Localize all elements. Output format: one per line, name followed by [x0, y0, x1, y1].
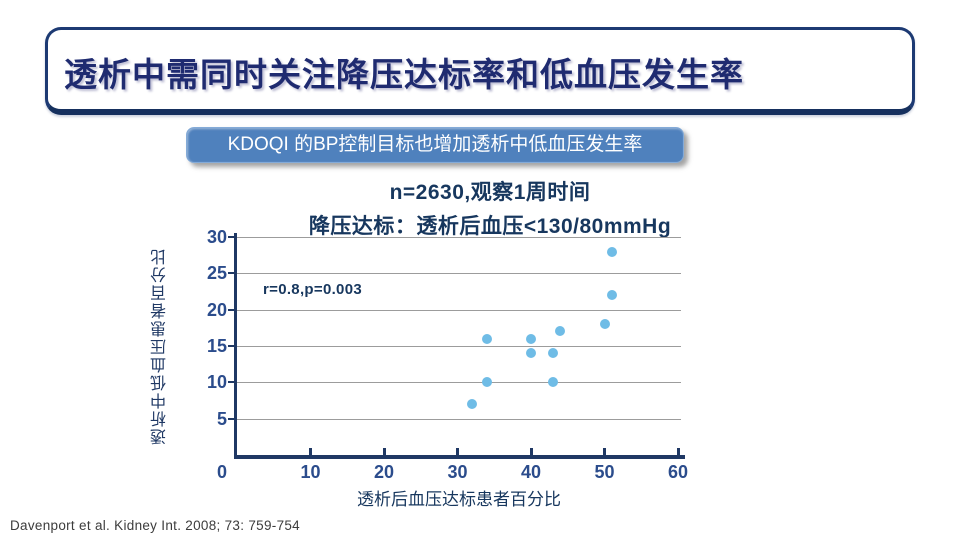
y-tick-label-30: 30: [206, 227, 227, 247]
y-tick-label-20: 20: [206, 299, 227, 320]
citation: Davenport et al. Kidney Int. 2008; 73: 7…: [10, 518, 300, 533]
data-point-1: [467, 399, 478, 410]
x-tick-50: [603, 448, 606, 455]
y-tick-15: [228, 345, 237, 347]
data-point-5: [526, 333, 536, 344]
y-tick-label-10: 10: [206, 372, 227, 393]
y-tick-10: [228, 381, 237, 384]
y-tick-label-25: 25: [206, 263, 227, 284]
gridline-y-30: [237, 237, 681, 238]
x-tick-label-30: 30: [447, 462, 468, 482]
correlation-annotation: r=0.8,p=0.003: [263, 281, 362, 298]
slide-title: 透析中需同时关注降压达标率和低血压发生率: [64, 56, 744, 93]
x-tick-40: [529, 448, 533, 455]
gridline-y-15: [237, 346, 681, 347]
x-tick-label-50: 50: [594, 462, 615, 482]
scatter-plot-area: r=0.8,p=0.003 透析后血压达标患者百分比 透析中低血压患者百分比 5…: [152, 227, 688, 509]
y-tick-label-15: 15: [206, 336, 227, 356]
y-tick-25: [228, 272, 237, 275]
gridline-y-10: [237, 382, 681, 384]
gridline-y-5: [237, 418, 681, 420]
y-tick-20: [228, 308, 237, 311]
chart-title: n=2630,观察1周时间 降压达标：透析后血压<130/80mmHg: [250, 176, 730, 240]
data-point-11: [606, 246, 617, 257]
x-tick-label-60: 60: [667, 462, 689, 482]
x-tick-60: [676, 448, 680, 455]
title-box: 透析中需同时关注降压达标率和低血压发生率: [45, 27, 915, 115]
x-tick-label-10: 10: [300, 462, 321, 482]
x-tick-label-0: 0: [216, 462, 227, 482]
x-axis-line: [234, 455, 685, 459]
data-point-9: [599, 319, 610, 330]
y-axis-title: 透析中低血压患者百分比: [152, 247, 169, 445]
chart-title-line1: n=2630,观察1周时间: [389, 181, 591, 204]
x-tick-20: [382, 448, 386, 455]
gridline-y-25: [237, 273, 681, 275]
gridline-y-20: [237, 309, 681, 311]
data-point-8: [555, 326, 566, 337]
x-tick-label-20: 20: [373, 462, 395, 482]
y-tick-5: [228, 417, 237, 420]
data-point-10: [606, 290, 617, 301]
kdoqi-badge: KDOQI 的BP控制目标也增加透析中低血压发生率: [186, 127, 684, 163]
data-point-6: [548, 377, 559, 388]
data-point-3: [481, 333, 492, 344]
data-point-7: [548, 348, 559, 359]
x-tick-label-40: 40: [520, 462, 542, 482]
x-tick-30: [456, 448, 459, 455]
x-tick-10: [309, 448, 312, 455]
chart-title-line2: 降压达标：透析后血压<130/80mmHg: [308, 215, 672, 238]
y-tick-label-5: 5: [216, 408, 227, 429]
data-point-4: [526, 348, 536, 359]
data-point-2: [481, 377, 492, 388]
x-axis-title: 透析后血压达标患者百分比: [357, 490, 561, 509]
y-tick-30: [228, 236, 237, 238]
